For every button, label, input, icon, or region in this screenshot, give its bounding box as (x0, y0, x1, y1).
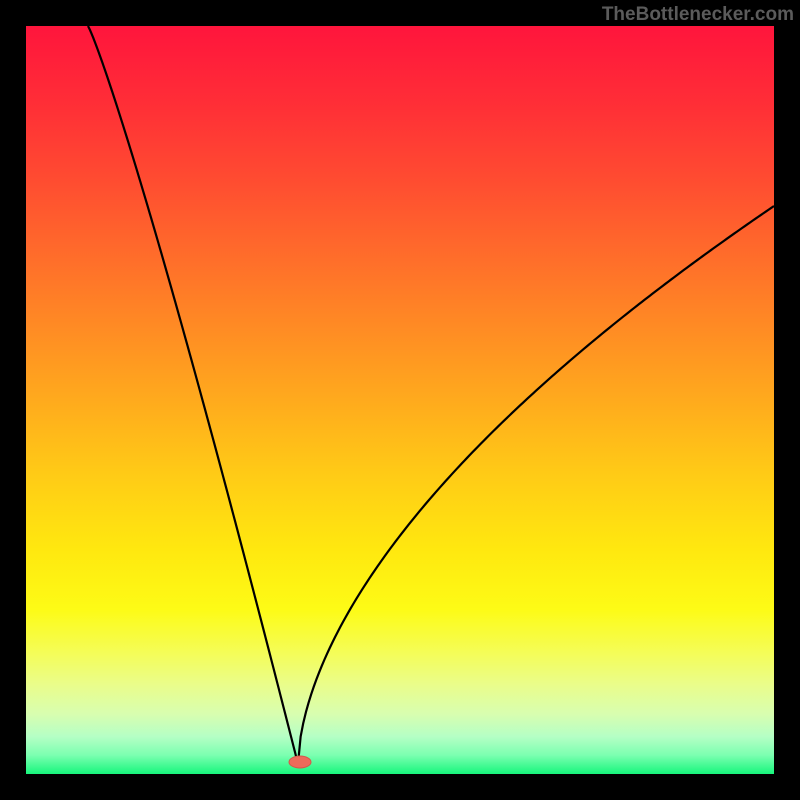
bottleneck-chart: TheBottlenecker.com (0, 0, 800, 800)
chart-canvas (0, 0, 800, 800)
optimum-marker (289, 756, 311, 768)
plot-background (26, 26, 774, 774)
watermark-text: TheBottlenecker.com (602, 4, 794, 26)
